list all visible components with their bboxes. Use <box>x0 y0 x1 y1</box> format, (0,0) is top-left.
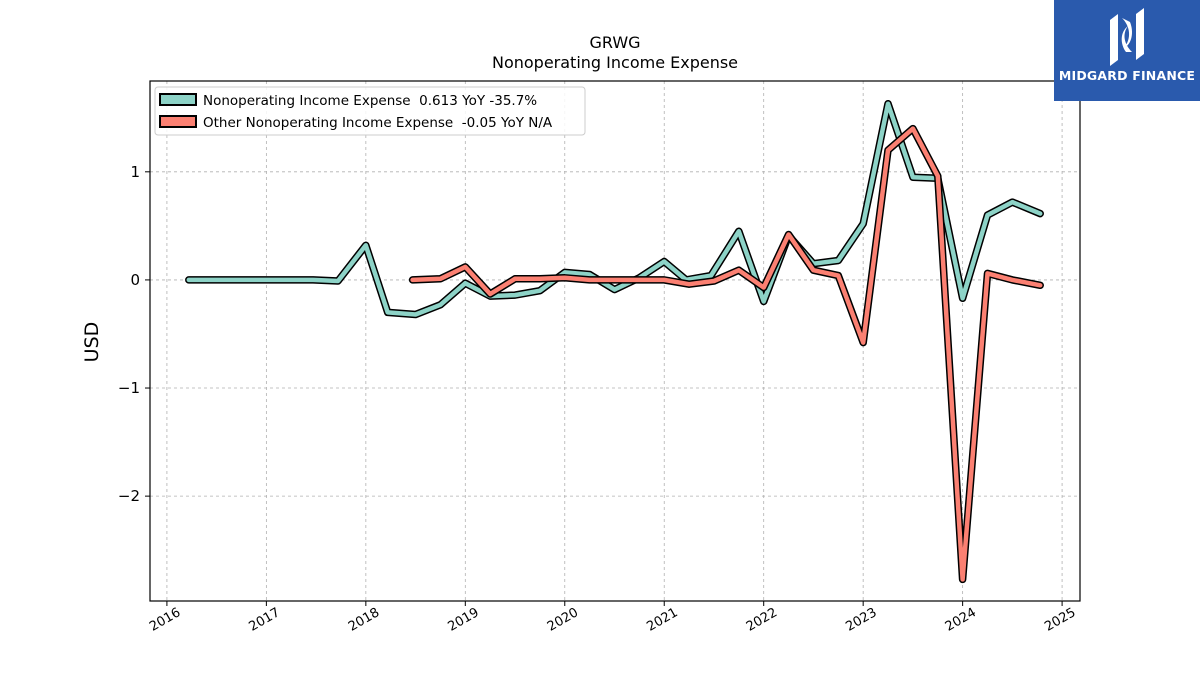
legend-label-other-nonoperating: Other Nonoperating Income Expense -0.05 … <box>203 115 553 131</box>
x-tick-label: 2017 <box>247 605 283 635</box>
legend-swatch-nonoperating <box>159 93 197 106</box>
series-layer <box>185 99 1044 584</box>
y-axis-label: USD <box>81 322 103 363</box>
x-tick-label: 2023 <box>843 605 879 635</box>
x-tick-label: 2021 <box>644 605 680 635</box>
y-tick-label: 1 <box>130 163 140 181</box>
series-line-0 <box>186 101 1043 317</box>
legend-label-nonoperating: Nonoperating Income Expense 0.613 YoY -3… <box>203 93 537 109</box>
series-line-1 <box>410 126 1043 582</box>
x-tick-label: 2025 <box>1042 605 1078 635</box>
midgard-logo-icon <box>1110 8 1144 66</box>
chart-subtitle: Nonoperating Income Expense <box>492 53 738 72</box>
grid <box>150 81 1080 601</box>
legend: Nonoperating Income Expense 0.613 YoY -3… <box>154 86 586 136</box>
chart-title: GRWG <box>589 33 640 52</box>
x-tick-label: 2024 <box>943 605 979 635</box>
legend-box <box>154 86 586 136</box>
y-tick-label: −2 <box>118 487 140 505</box>
y-tick-label: 0 <box>130 271 140 289</box>
ticks: 2016 2017 2018 2019 2020 2021 2022 2023 2024 2025… <box>118 163 1079 635</box>
brand-name: MIDGARD FINANCE <box>1058 68 1196 83</box>
brand-badge: MIDGARD FINANCE <box>1054 0 1200 101</box>
plot-frame <box>149 80 1081 602</box>
x-tick-label: 2022 <box>744 605 780 635</box>
series-outline-1 <box>408 124 1044 584</box>
x-tick-label: 2019 <box>445 605 481 635</box>
legend-swatch-other-nonoperating <box>159 115 197 128</box>
x-tick-label: 2018 <box>346 605 382 635</box>
y-tick-label: −1 <box>118 379 140 397</box>
x-tick-label: 2016 <box>147 605 183 635</box>
x-tick-label: 2020 <box>545 605 581 635</box>
